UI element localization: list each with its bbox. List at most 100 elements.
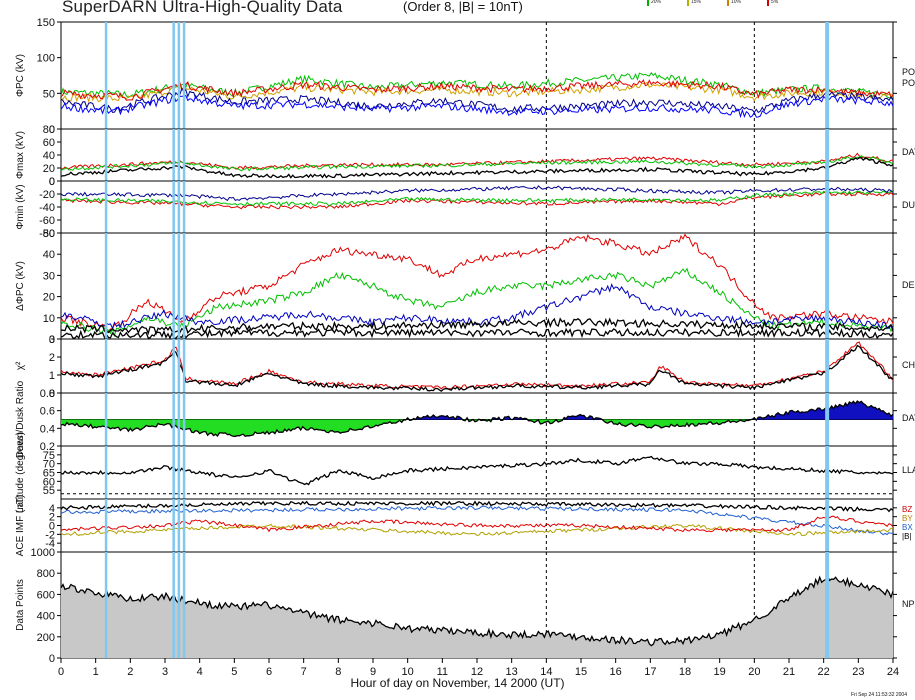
panel-side-label: PO: [902, 78, 915, 88]
x-tick-label: 7: [301, 666, 307, 678]
x-tick-label: 2: [127, 666, 133, 678]
series-line: [60, 71, 894, 99]
series-line: [60, 79, 894, 101]
y-tick-label: 1: [49, 370, 55, 382]
y-tick-label: 55: [43, 485, 55, 497]
panel-side-label: PO: [902, 67, 915, 77]
series-line: [60, 574, 894, 647]
x-tick-label: 9: [370, 666, 376, 678]
series-line: [60, 344, 894, 393]
x-tick-label: 3: [162, 666, 168, 678]
panel-phi-pc: 0 50 100 150 ΦPC (kV): [15, 17, 897, 136]
panel-phi-min: -80-60-40-200 Φmin (kV): [15, 176, 897, 240]
y-tick-label: 800: [37, 568, 55, 580]
x-tick-label: 4: [197, 666, 203, 678]
y-tick-label: 80: [43, 124, 55, 136]
y-tick-label: 50: [43, 228, 55, 240]
y-tick-label: -4: [45, 538, 55, 550]
series-line: [60, 505, 894, 536]
x-tick-label: 16: [610, 666, 622, 678]
x-tick-label: 23: [852, 666, 864, 678]
x-tick-label: 17: [644, 666, 656, 678]
y-tick-label: 0: [49, 521, 55, 533]
y-tick-label: -60: [39, 215, 55, 227]
series-line: [60, 190, 894, 207]
x-tick-label: 18: [679, 666, 691, 678]
series-line: [60, 341, 894, 390]
y-tick-label: 40: [43, 249, 55, 261]
x-tick-label: 11: [437, 666, 448, 678]
y-tick-label: 2: [49, 352, 55, 364]
imf-component-label: BY: [902, 514, 913, 523]
ratio-fill-above: [61, 401, 893, 420]
series-line: [60, 152, 894, 170]
legend-swatch: [727, 0, 729, 6]
x-tick-label: 24: [887, 666, 899, 678]
y-tick-label: 60: [43, 137, 55, 149]
x-tick-label: 12: [471, 666, 483, 678]
legend-item: 10%: [727, 0, 741, 6]
y-tick-label: 75: [43, 450, 55, 462]
y-tick-label: 0: [49, 388, 55, 400]
y-tick-label: 60: [43, 476, 55, 488]
y-tick-label: 2: [49, 512, 55, 524]
x-tick-label: 20: [748, 666, 760, 678]
series-line: [60, 455, 894, 486]
y-tick-label: -80: [39, 228, 55, 240]
y-tick-label: 0: [49, 176, 55, 188]
series-line: [60, 267, 894, 338]
panel-npoints: 0 200 400 600 800 1000 Data Points: [15, 547, 897, 665]
panel-side-label: NP: [902, 599, 915, 609]
y-tick-label: 70: [43, 459, 55, 471]
y-tick-label: 0.2: [40, 441, 55, 453]
panel-side-label: DE: [902, 280, 915, 290]
ratio-fill-below: [61, 419, 893, 437]
y-tick-label: 0: [49, 334, 55, 346]
series-line: [60, 523, 894, 537]
panel-side-label: DAY: [902, 413, 915, 423]
series-line: [60, 185, 894, 202]
x-tick-label: 19: [714, 666, 726, 678]
series-line: [60, 81, 894, 104]
panel-frame: [60, 498, 894, 553]
series-line: [60, 155, 894, 172]
y-axis-label: ΔΦPC (kV): [15, 261, 26, 311]
panel-side-label: DU: [902, 200, 915, 210]
series-line: [60, 94, 894, 119]
y-tick-label: 400: [37, 611, 55, 623]
panel-frame: [60, 128, 894, 182]
y-tick-label: 3: [49, 334, 55, 346]
y-tick-label: 600: [37, 589, 55, 601]
series-line: [60, 500, 894, 513]
timestamp: Fri Sep 24 11:53:32 2004: [850, 692, 907, 698]
y-axis-label: ACE IMF (nT): [15, 495, 26, 557]
x-tick-label: 10: [402, 666, 414, 678]
series-line: [60, 326, 894, 340]
area-fill: [61, 575, 893, 658]
imf-component-label: |B|: [902, 532, 912, 541]
x-tick-label: 6: [266, 666, 272, 678]
x-tick-label: 13: [506, 666, 518, 678]
y-tick-label: 40: [43, 150, 55, 162]
x-tick-label: 14: [540, 666, 552, 678]
panel-frame: [60, 445, 894, 500]
imf-component-label: BZ: [902, 505, 913, 514]
y-tick-label: 0: [49, 124, 55, 136]
panel-ratio: 0.2 0.4 0.6 0.8 Dawn/Dusk Ratio: [15, 380, 897, 458]
legend-label: 5%: [771, 0, 779, 5]
imf-component-label: BX: [902, 523, 913, 532]
y-axis-label: Dawn/Dusk Ratio: [15, 380, 26, 458]
y-axis-label: χ²: [15, 361, 26, 370]
y-tick-label: 4: [49, 503, 55, 515]
y-tick-label: 10: [43, 313, 55, 325]
y-tick-label: -40: [39, 202, 55, 214]
y-tick-label: 30: [43, 270, 55, 282]
legend-item: 20%: [647, 0, 661, 6]
series-line: [60, 515, 894, 533]
panel-side-label: DAY: [902, 147, 915, 157]
y-axis-label: Φmax (kV): [15, 131, 26, 179]
y-tick-label: 0: [49, 653, 55, 665]
panel-delta-phi: 0 10 20 30 40 50 ΔΦPC (kV): [15, 228, 897, 346]
panel-side-label: LLA: [902, 465, 915, 475]
